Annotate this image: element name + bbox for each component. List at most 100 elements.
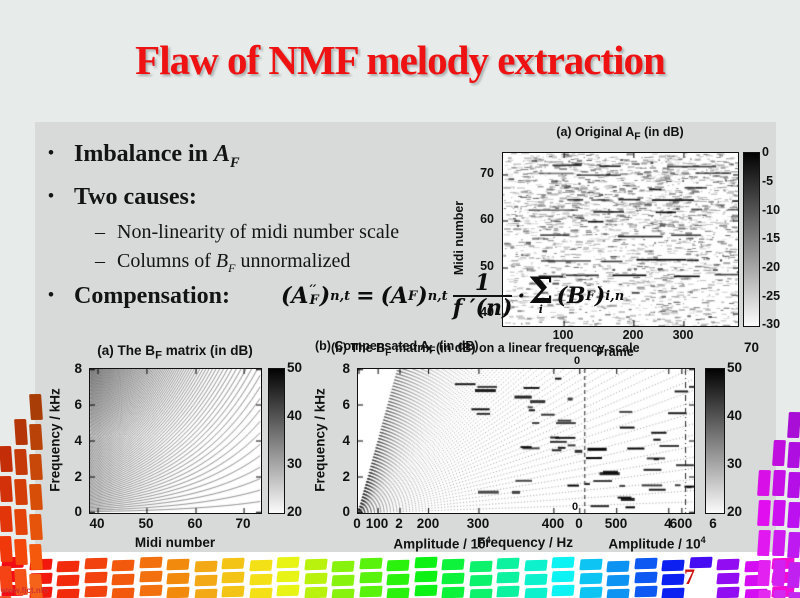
bfl-colorbar	[705, 368, 725, 514]
mosaic-block	[14, 478, 28, 506]
bfl-ytick: 2	[342, 469, 350, 484]
bfl-xtick: 4	[664, 516, 672, 531]
f-r1: (A	[380, 283, 409, 310]
bfl-xtick: 400	[541, 516, 565, 531]
mosaic-block	[757, 589, 771, 598]
mosaic-block	[193, 574, 218, 587]
math-var: A	[214, 141, 231, 167]
f-num: 1	[452, 271, 513, 298]
math-var: B	[215, 250, 229, 272]
mosaic-block	[303, 586, 328, 598]
bfl-xtick: 500	[604, 516, 628, 531]
bf-xlabel: Midi number	[134, 535, 216, 550]
mosaic-block	[441, 586, 465, 598]
mosaic-block	[523, 559, 548, 572]
mosaic-block	[14, 538, 28, 566]
f-eq: =	[356, 283, 375, 310]
af-ytick: 40	[480, 305, 494, 319]
f-l2: )	[319, 283, 331, 310]
af-ctick: -5	[762, 174, 774, 188]
bfl-xtick: 600	[669, 516, 693, 531]
f-s1-sub: F	[585, 288, 595, 304]
mosaic-block	[496, 557, 520, 570]
mosaic-block	[331, 560, 355, 573]
af-xlabel: Frame	[596, 345, 634, 359]
mosaic-block	[29, 423, 43, 451]
mosaic-block	[757, 499, 771, 527]
bullet-text: Imbalance in	[74, 141, 215, 167]
mosaic-block	[276, 570, 300, 583]
bullet-compensation: • Compensation:	[48, 283, 230, 310]
mosaic-block	[606, 574, 630, 587]
mosaic-block	[787, 501, 800, 529]
dash-glyph: –	[95, 221, 105, 243]
mosaic-block	[0, 475, 13, 503]
bfl-ctick: 30	[727, 456, 743, 471]
bfl-heatmap-canvas	[357, 368, 695, 514]
f-l2-sub: n,t	[330, 288, 351, 304]
mosaic-block	[523, 587, 548, 598]
bfl-overlap-zero-bottom: 0	[572, 501, 579, 513]
bf-ctick: 30	[287, 456, 303, 471]
mosaic-block	[716, 586, 740, 598]
mosaic-block	[276, 584, 300, 597]
bullet-text: Two causes:	[74, 184, 197, 210]
mosaic-block	[386, 587, 410, 598]
mosaic-block	[441, 572, 465, 585]
bf-ytick: 2	[74, 469, 82, 484]
bfl-xlabel-left-sup: 4	[485, 535, 491, 545]
mosaic-block	[787, 561, 800, 589]
f-r2-sub: n,t	[427, 288, 448, 304]
bfl-xtick: 0	[575, 516, 583, 531]
mosaic-block	[606, 588, 630, 598]
bfl-ctick: 20	[727, 504, 743, 519]
f-r2: )	[417, 283, 428, 310]
mosaic-block	[29, 453, 43, 481]
f-l1: (A	[281, 283, 309, 310]
subbullet-nonlinearity: – Non-linearity of midi number scale	[95, 221, 399, 244]
bfl-xlabel-mid: Frequency / Hz	[476, 535, 574, 550]
mosaic-block	[111, 559, 135, 572]
mosaic-block	[56, 574, 80, 587]
mosaic-block	[166, 558, 190, 571]
bfl-ytick: 6	[342, 397, 350, 412]
af-xtick: 200	[622, 328, 644, 342]
mosaic-block	[633, 557, 658, 570]
mosaic-block	[757, 469, 771, 497]
mosaic-block	[468, 588, 493, 598]
page-title: Flaw of NMF melody extraction	[135, 37, 666, 83]
mosaic-block	[358, 557, 383, 570]
mosaic-block	[29, 543, 43, 571]
bfl-caption1-text2: matrix (in dB) on a linear frequency sca…	[391, 341, 640, 355]
af-title-text2: (in dB)	[640, 125, 684, 139]
mosaic-block	[633, 585, 658, 598]
mosaic-block	[661, 587, 685, 598]
bfl-xtick: 6	[709, 516, 717, 531]
mosaic-block	[496, 585, 520, 598]
bfl-xlabel-left-text: Amplitude / 10	[393, 536, 486, 552]
mosaic-block	[56, 588, 80, 598]
mosaic-block	[0, 445, 13, 473]
af-xtick: 100	[552, 328, 574, 342]
af-ytick: 50	[480, 259, 494, 273]
mosaic-block	[386, 559, 410, 572]
bf-figure-title: (a) The BF matrix (in dB)	[70, 343, 280, 362]
mosaic-block	[772, 529, 786, 557]
bullet-two-causes: • Two causes:	[48, 184, 197, 211]
bf-title-sub: F	[155, 349, 162, 362]
bfl-caption-extra: 70	[744, 340, 760, 355]
bfl-caption-overlap: (b) Compensated AF (in dB)	[315, 339, 479, 357]
mosaic-block	[111, 587, 135, 598]
mosaic-block	[83, 557, 108, 570]
mosaic-block	[166, 572, 190, 585]
mosaic-block	[0, 535, 13, 563]
af-ctick: -15	[762, 231, 781, 245]
af-heatmap-canvas	[502, 152, 739, 327]
mosaic-block	[787, 531, 800, 559]
mosaic-block	[29, 393, 43, 421]
subbullet-text: Non-linearity of midi number scale	[117, 221, 400, 243]
bf-ytick: 4	[74, 433, 82, 448]
af-title-text: (a) Original A	[556, 125, 635, 139]
